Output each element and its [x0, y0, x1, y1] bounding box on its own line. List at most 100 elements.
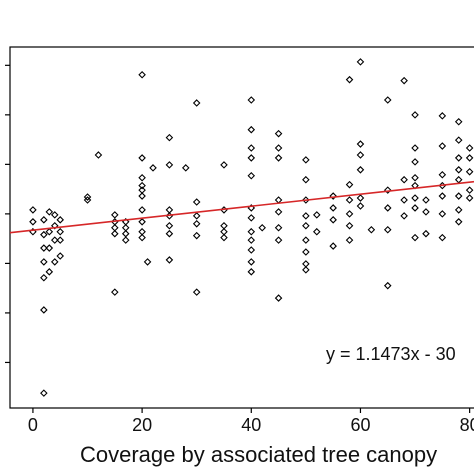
point: [313, 211, 321, 219]
point: [165, 133, 174, 142]
point: [56, 236, 64, 244]
point: [274, 294, 283, 302]
point: [454, 136, 463, 144]
point: [345, 221, 354, 230]
point: [121, 236, 130, 244]
point: [45, 244, 54, 252]
point: [383, 225, 392, 234]
point: [274, 236, 283, 244]
point: [165, 221, 174, 230]
point: [247, 236, 256, 244]
point: [411, 158, 419, 166]
point: [165, 206, 174, 214]
equation: y = 1.1473x - 30: [326, 344, 456, 364]
point: [111, 288, 119, 296]
point: [94, 151, 103, 159]
point: [165, 161, 174, 169]
point: [329, 192, 337, 200]
point: [356, 58, 365, 66]
point: [138, 181, 146, 190]
point: [454, 154, 463, 162]
point: [274, 208, 283, 216]
point: [138, 227, 146, 236]
point: [111, 223, 119, 232]
point: [345, 75, 354, 84]
x-tick-label: 80: [460, 415, 474, 435]
point: [192, 212, 201, 220]
point: [247, 171, 256, 180]
point: [383, 96, 392, 104]
point: [302, 156, 310, 164]
point: [192, 198, 201, 206]
point: [465, 194, 474, 202]
point: [247, 214, 256, 222]
point: [247, 258, 256, 266]
point: [454, 117, 463, 126]
point: [40, 216, 48, 224]
point: [383, 204, 392, 212]
point: [302, 196, 310, 204]
point: [40, 230, 48, 239]
point: [329, 216, 337, 224]
point: [465, 168, 474, 176]
point: [422, 229, 430, 238]
point: [192, 288, 201, 296]
point: [40, 389, 48, 397]
point: [274, 154, 283, 162]
point: [400, 196, 408, 204]
point: [247, 268, 256, 276]
point: [411, 233, 419, 242]
point: [302, 236, 310, 244]
point: [302, 175, 310, 184]
point: [383, 281, 392, 290]
point: [40, 306, 48, 314]
point: [345, 180, 354, 189]
point: [438, 192, 447, 200]
point: [313, 227, 321, 236]
point: [45, 268, 54, 276]
point: [302, 212, 310, 220]
point: [302, 248, 310, 256]
point: [181, 164, 190, 172]
point: [383, 186, 392, 194]
point: [45, 227, 54, 236]
point: [411, 144, 419, 152]
point: [40, 258, 48, 266]
x-axis-label: Coverage by associated tree canopy: [80, 442, 437, 467]
plot-frame: [9, 46, 474, 409]
x-tick-label: 0: [28, 415, 38, 435]
point: [83, 196, 92, 204]
point: [411, 204, 419, 212]
point: [111, 229, 119, 238]
point: [138, 206, 146, 214]
plot-area: 0 20 40 60 80: [5, 46, 474, 435]
point: [29, 206, 37, 214]
point: [56, 227, 64, 236]
point: [192, 231, 201, 240]
point: [329, 242, 337, 250]
point: [400, 175, 408, 184]
point: [356, 166, 365, 174]
trend-line: [9, 180, 474, 234]
point: [345, 236, 354, 244]
point: [247, 96, 256, 104]
point: [83, 193, 92, 201]
point: [40, 273, 48, 282]
point: [302, 221, 310, 230]
point: [247, 125, 256, 134]
point: [29, 218, 37, 226]
point: [40, 244, 48, 252]
point: [345, 196, 354, 204]
point: [138, 192, 146, 200]
point: [56, 252, 64, 260]
point: [356, 194, 365, 202]
point: [50, 221, 59, 230]
point: [454, 192, 463, 200]
point: [220, 221, 228, 230]
point: [138, 70, 146, 79]
point: [56, 216, 64, 224]
point: [138, 154, 146, 162]
point: [454, 166, 463, 174]
point: [454, 206, 463, 214]
